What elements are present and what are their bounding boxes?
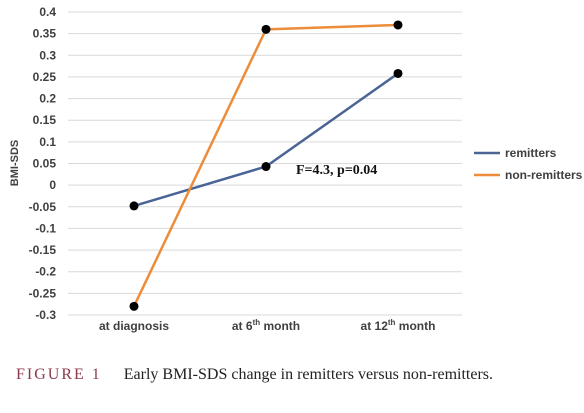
y-tick-label: -0.3 [35, 308, 56, 322]
y-tick-label: 0.1 [39, 135, 56, 149]
figure-label: FIGURE 1 [16, 366, 102, 383]
x-tick-label: at 12th month [361, 318, 436, 333]
y-tick-labels: 0.4 0.35 0.3 0.25 0.2 0.15 0.1 0.05 0 -0.05 -0.1 -0… [29, 5, 57, 322]
gridlines [68, 11, 462, 316]
y-tick-label: 0.05 [33, 157, 57, 171]
data-point-remitters [129, 201, 139, 211]
y-tick-label: -0.1 [35, 221, 56, 235]
legend-label: remitters [505, 146, 557, 160]
y-tick-label: -0.2 [35, 265, 56, 279]
y-tick-label: 0 [49, 178, 56, 192]
statistics-annotation: F=4.3, p=0.04 [296, 163, 377, 178]
data-points [129, 20, 403, 311]
figure-caption-text: Early BMI-SDS change in remitters versus… [123, 366, 494, 383]
x-tick-label: at 6th month [232, 318, 300, 333]
y-tick-label: -0.05 [29, 200, 57, 214]
data-point-remitters [393, 68, 403, 78]
x-tick-labels: at diagnosis at 6th month at 12th month [99, 318, 435, 333]
y-tick-label: 0.2 [39, 92, 56, 106]
data-point-non-remitters [129, 301, 139, 311]
y-tick-label: -0.15 [29, 243, 57, 257]
y-tick-label: 0.25 [33, 70, 57, 84]
legend: remitters non-remitters [474, 146, 583, 182]
y-tick-label: 0.15 [33, 113, 57, 127]
y-tick-label: -0.25 [29, 286, 57, 300]
line-chart: 0.4 0.35 0.3 0.25 0.2 0.15 0.1 0.05 0 -0.05 -0.1 -0… [9, 5, 583, 333]
x-tick-label: at diagnosis [99, 319, 169, 333]
y-tick-label: 0.4 [39, 5, 56, 19]
data-point-non-remitters [261, 24, 271, 34]
data-point-remitters [261, 162, 271, 172]
y-tick-label: 0.35 [33, 27, 57, 41]
series-line-remitters [133, 72, 399, 208]
y-tick-label: 0.3 [39, 48, 56, 62]
legend-label: non-remitters [505, 168, 583, 182]
y-axis-label: BMI-SDS [9, 140, 21, 186]
figure-caption: FIGURE 1 Early BMI-SDS change in remitter… [16, 364, 576, 385]
data-point-non-remitters [393, 20, 403, 30]
